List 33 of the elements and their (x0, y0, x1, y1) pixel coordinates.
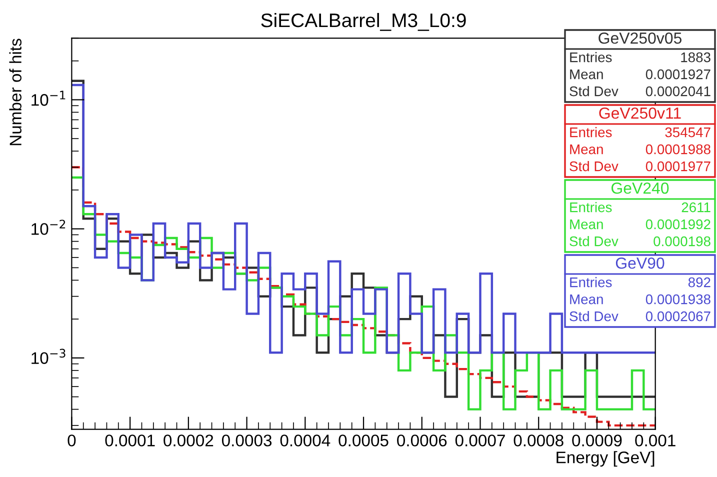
x-tick-label: 0.0003 (222, 434, 272, 446)
x-tick-label: 0.0009 (572, 434, 622, 446)
x-tick-label: 0.0006 (397, 434, 447, 446)
y-axis-title: Number of hits (9, 38, 22, 146)
text: Mean 0.0001927 (570, 69, 710, 80)
x-tick-label: 0.0008 (514, 434, 564, 446)
chart-title: SiECALBarrel_M3_L0:9 (261, 12, 466, 31)
text: Mean 0.0001992 (570, 219, 710, 230)
text: Entries 354547 (570, 127, 710, 138)
x-tick-label: 0.001 (635, 434, 676, 446)
text: Std Dev 0.0001977 (570, 161, 710, 172)
text: Entries 892 (570, 277, 710, 288)
text: Std Dev 0.0002041 (570, 86, 710, 96)
y-tick-label: 10$^{−3}$ (32, 348, 66, 364)
y-tick-label: 10$^{−2}$ (32, 220, 66, 235)
text: GeV90 (616, 257, 664, 269)
text: Entries 2611 (570, 202, 710, 212)
x-axis-title: Energy [GeV] (556, 451, 654, 467)
x-tick-label: 0.0001 (105, 434, 155, 446)
x-tick-label: 0.0004 (280, 434, 330, 446)
text: Entries 1883 (570, 52, 710, 62)
x-tick-label: 0.0005 (338, 434, 388, 446)
x-tick-label: 0.0002 (164, 434, 214, 446)
text: Mean 0.0001938 (570, 294, 710, 304)
x-tick-label: 0.0007 (455, 434, 505, 446)
text: Std Dev 0.0002067 (570, 311, 710, 322)
text: Mean 0.0001988 (570, 144, 710, 154)
text: GeV250v05 (598, 32, 682, 44)
y-tick-label: 10$^{−1}$ (32, 90, 66, 106)
text: GeV240 (612, 182, 669, 194)
text: GeV250v11 (599, 107, 681, 119)
x-tick-label: 0 (68, 434, 76, 446)
text: Std Dev 0.000198 (570, 236, 710, 246)
